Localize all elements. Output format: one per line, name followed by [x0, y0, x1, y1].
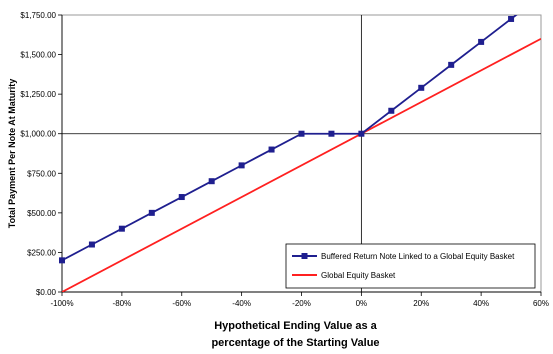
data-point [88, 241, 95, 248]
data-point [478, 38, 485, 45]
data-point [418, 84, 425, 91]
data-point [59, 257, 65, 264]
data-point [148, 209, 155, 216]
x-axis-title-line-1: Hypothetical Ending Value as a [214, 320, 377, 332]
data-point [208, 178, 215, 185]
data-point [328, 130, 335, 137]
y-tick-label: $1,000.00 [20, 130, 56, 139]
x-tick-label: -80% [113, 299, 132, 308]
legend-label-note: Buffered Return Note Linked to a Global … [321, 252, 515, 261]
legend-label-basket: Global Equity Basket [321, 271, 396, 280]
x-axis-title-line-2: percentage of the Starting Value [211, 337, 379, 349]
x-tick-label: -20% [292, 299, 311, 308]
legend-box [285, 243, 536, 289]
data-point [388, 107, 395, 114]
x-tick-label: -60% [172, 299, 191, 308]
data-point [238, 162, 245, 169]
y-tick-label: $1,750.00 [20, 11, 56, 20]
series-line-basket [62, 37, 541, 292]
y-tick-label: $1,500.00 [20, 51, 56, 60]
legend: Buffered Return Note Linked to a Global … [285, 243, 536, 289]
data-point [358, 130, 365, 137]
data-point [508, 15, 515, 22]
x-tick-label: 40% [473, 299, 489, 308]
y-tick-label: $1,250.00 [20, 90, 56, 99]
y-axis-title: Total Payment Per Note At Maturity [7, 79, 17, 229]
data-point [118, 225, 125, 232]
data-point [268, 146, 275, 153]
y-tick-label: $0.00 [36, 288, 57, 297]
x-tick-label: -40% [232, 299, 251, 308]
y-tick-label: $250.00 [27, 248, 56, 257]
data-point [178, 194, 185, 201]
x-tick-label: 20% [413, 299, 429, 308]
axes: $0.00 $250.00 $500.00 $750.00 $1,000.00 $1,25… [20, 11, 549, 308]
y-tick-label: $500.00 [27, 209, 56, 218]
legend-marker-note [301, 253, 308, 259]
x-tick-label: 0% [356, 299, 368, 308]
x-tick-label: -100% [50, 299, 73, 308]
data-point [298, 130, 305, 137]
marker-layer [59, 15, 515, 264]
y-tick-label: $750.00 [27, 169, 56, 178]
x-tick-label: 60% [533, 299, 549, 308]
data-point [448, 61, 455, 68]
